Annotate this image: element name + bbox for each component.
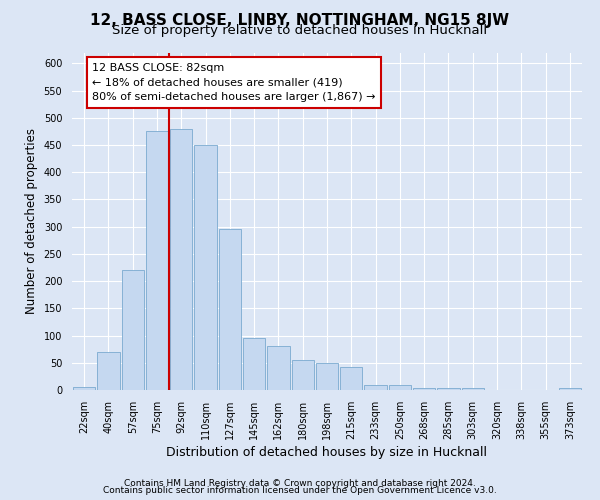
Bar bbox=[73, 388, 95, 390]
Text: Contains public sector information licensed under the Open Government Licence v3: Contains public sector information licen… bbox=[103, 486, 497, 495]
Bar bbox=[218, 230, 241, 390]
Text: 12 BASS CLOSE: 82sqm
← 18% of detached houses are smaller (419)
80% of semi-deta: 12 BASS CLOSE: 82sqm ← 18% of detached h… bbox=[92, 62, 376, 102]
Text: 12, BASS CLOSE, LINBY, NOTTINGHAM, NG15 8JW: 12, BASS CLOSE, LINBY, NOTTINGHAM, NG15 … bbox=[91, 12, 509, 28]
Bar bbox=[389, 384, 411, 390]
Bar bbox=[340, 367, 362, 390]
Bar bbox=[267, 346, 290, 390]
Text: Contains HM Land Registry data © Crown copyright and database right 2024.: Contains HM Land Registry data © Crown c… bbox=[124, 478, 476, 488]
Bar bbox=[146, 132, 168, 390]
Bar bbox=[437, 388, 460, 390]
Bar bbox=[364, 384, 387, 390]
Bar bbox=[243, 338, 265, 390]
Bar bbox=[316, 363, 338, 390]
Bar bbox=[559, 388, 581, 390]
Bar bbox=[194, 145, 217, 390]
Y-axis label: Number of detached properties: Number of detached properties bbox=[25, 128, 38, 314]
Text: Size of property relative to detached houses in Hucknall: Size of property relative to detached ho… bbox=[112, 24, 488, 37]
X-axis label: Distribution of detached houses by size in Hucknall: Distribution of detached houses by size … bbox=[167, 446, 487, 459]
Bar bbox=[461, 388, 484, 390]
Bar bbox=[170, 128, 193, 390]
Bar bbox=[413, 388, 436, 390]
Bar bbox=[97, 352, 119, 390]
Bar bbox=[292, 360, 314, 390]
Bar bbox=[122, 270, 144, 390]
